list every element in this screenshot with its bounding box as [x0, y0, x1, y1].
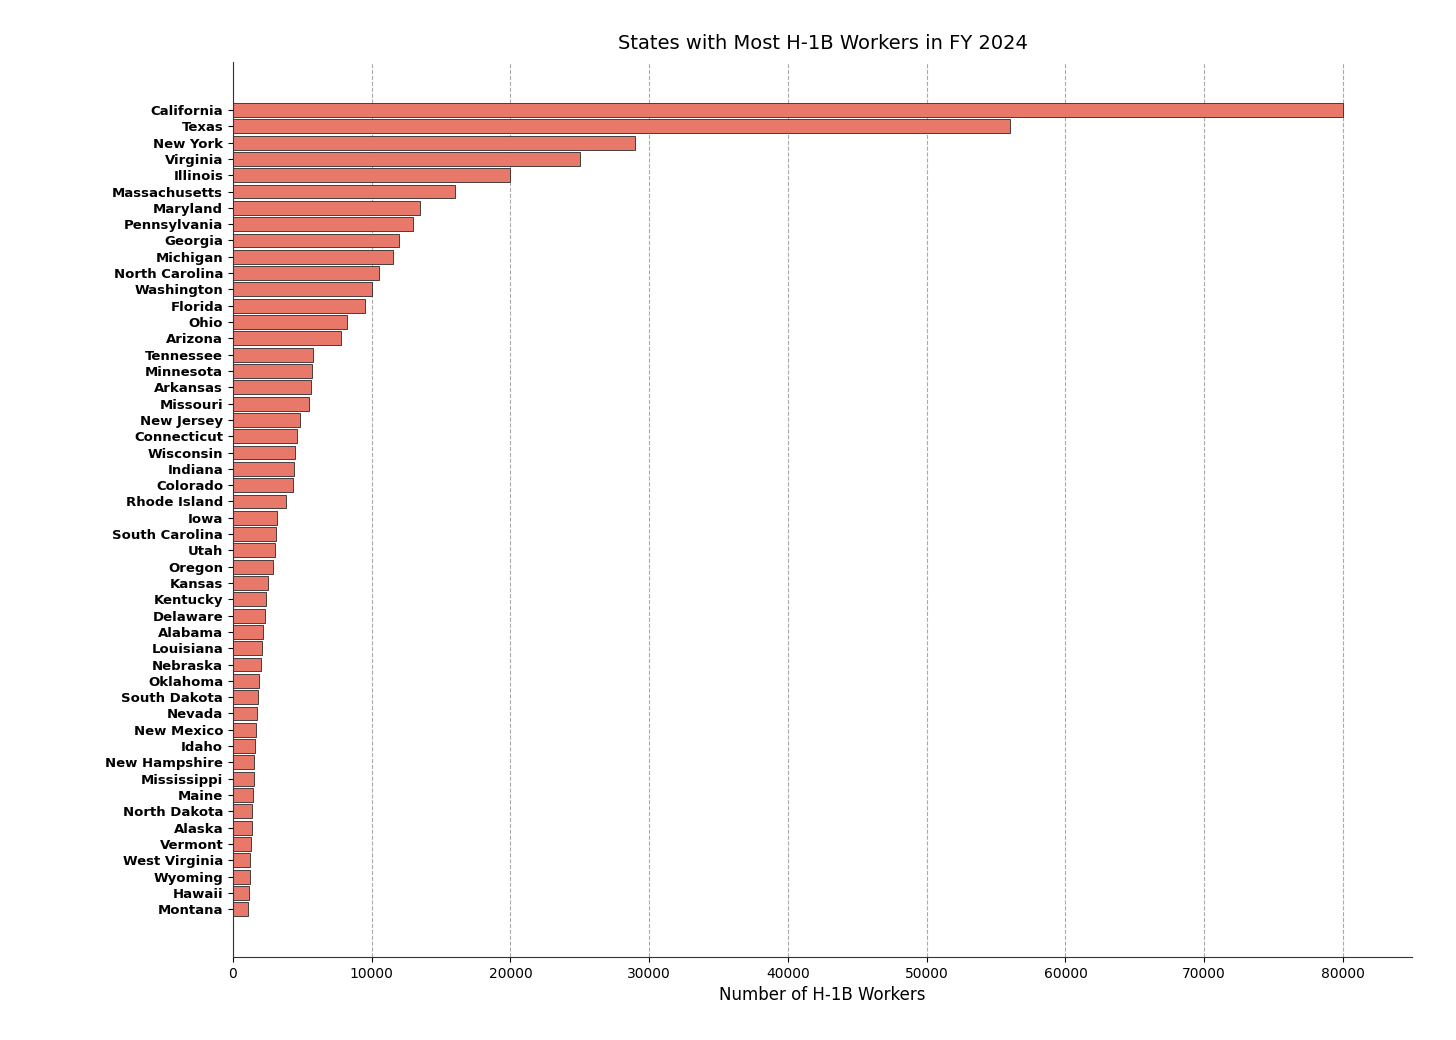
Bar — [233, 135, 635, 150]
Bar — [233, 364, 312, 378]
Bar — [233, 837, 250, 851]
Bar — [233, 821, 252, 834]
Bar — [233, 755, 255, 770]
Bar — [233, 642, 262, 655]
Bar — [233, 152, 579, 165]
Bar — [233, 347, 313, 362]
Bar — [233, 739, 255, 753]
Bar — [233, 103, 1342, 116]
Bar — [233, 772, 253, 785]
Bar — [233, 691, 258, 704]
Bar — [233, 903, 248, 916]
Bar — [233, 430, 297, 443]
Bar — [233, 332, 341, 345]
Bar — [233, 250, 393, 264]
Bar — [233, 593, 266, 606]
Bar — [233, 168, 511, 182]
Bar — [233, 560, 274, 574]
X-axis label: Number of H-1B Workers: Number of H-1B Workers — [719, 986, 926, 1004]
Bar — [233, 625, 264, 639]
Bar — [233, 217, 414, 231]
Bar — [233, 544, 275, 557]
Bar — [233, 657, 261, 672]
Bar — [233, 494, 285, 509]
Bar — [233, 266, 379, 280]
Bar — [233, 201, 421, 215]
Bar — [233, 462, 294, 475]
Bar — [233, 445, 296, 460]
Bar — [233, 283, 371, 296]
Bar — [233, 804, 252, 818]
Bar — [233, 788, 253, 802]
Bar — [233, 185, 454, 199]
Bar — [233, 886, 249, 900]
Bar — [233, 315, 347, 329]
Bar — [233, 511, 277, 525]
Bar — [233, 234, 399, 248]
Bar — [233, 120, 1010, 133]
Bar — [233, 298, 365, 313]
Bar — [233, 381, 310, 394]
Bar — [233, 854, 250, 867]
Title: States with Most H-1B Workers in FY 2024: States with Most H-1B Workers in FY 2024 — [617, 33, 1028, 52]
Bar — [233, 723, 256, 736]
Bar — [233, 396, 309, 411]
Bar — [233, 413, 300, 426]
Bar — [233, 478, 293, 492]
Bar — [233, 608, 265, 623]
Bar — [233, 674, 259, 687]
Bar — [233, 869, 249, 884]
Bar — [233, 527, 277, 541]
Bar — [233, 576, 268, 590]
Bar — [233, 706, 256, 721]
